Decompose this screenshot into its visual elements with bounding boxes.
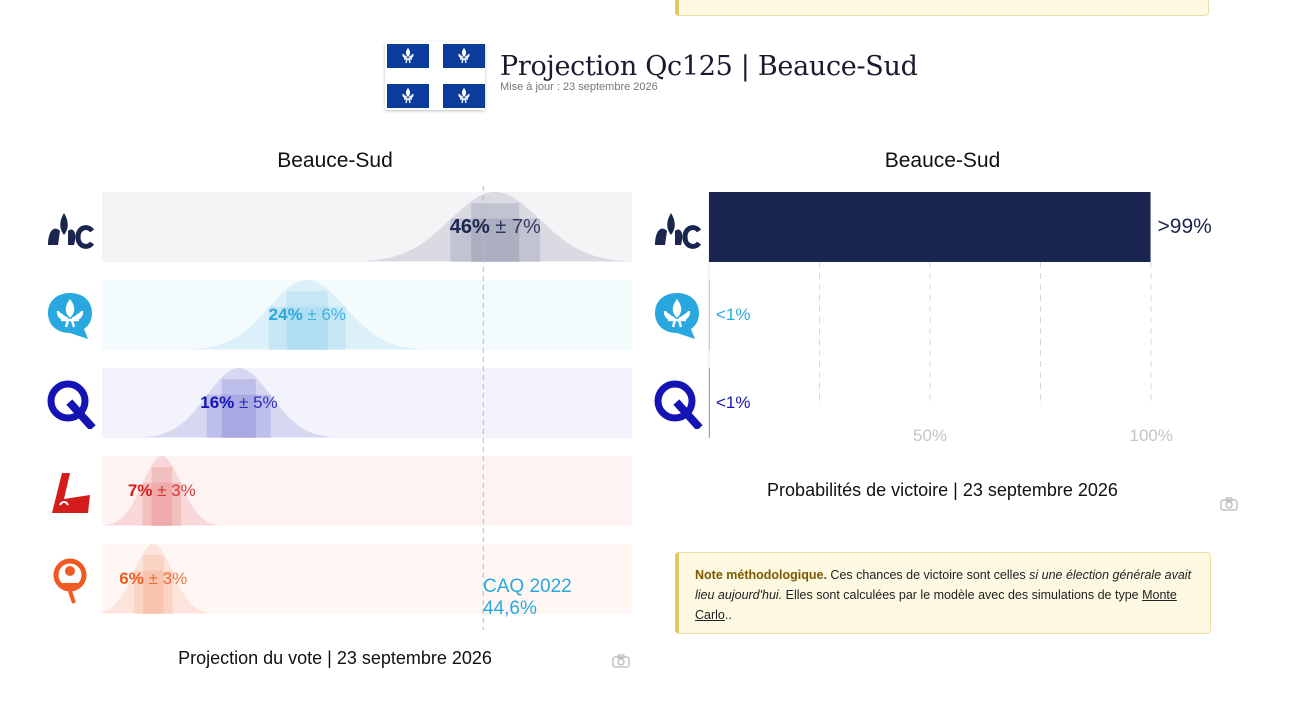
vote-core-plq [151,467,173,526]
quebec-flag-icon [385,42,485,110]
vote-row-band-qs [102,544,632,614]
vote-interval-plq [142,482,182,526]
prob-value-label-pcq: <1% [716,393,751,412]
prob-chart-title: Beauce-Sud [884,149,1001,172]
page-title: Projection Qc125 | Beauce-Sud [500,51,918,82]
vote-interval-pq [268,306,346,350]
pq-logo-icon [44,289,96,341]
prob-tick-label: 50% [913,426,948,445]
plq-logo-icon [44,465,96,517]
vote-distribution-caq [360,192,630,262]
vote-value-label-caq: 46% ± 7% [449,216,541,238]
vote-distribution-pq [191,280,423,350]
prob-value-label-pq: <1% [716,305,751,324]
camera-icon[interactable] [612,654,630,668]
vote-row-band-plq [102,456,632,526]
prob-tick-label: 100% [1129,426,1173,445]
vote-interval-pcq [206,394,271,438]
vote-value-label-pq: 24% ± 6% [268,305,347,324]
vote-row-band-pcq [102,368,632,438]
vote-interval-caq [450,218,541,262]
vote-value-label-qs: 6% ± 3% [119,569,188,588]
last-updated: Mise à jour : 23 septembre 2026 [500,81,658,93]
vote-distribution-pcq [142,368,335,438]
vote-interval-qs [134,570,173,614]
note-text-2: Elles sont calculées par le modèle avec … [782,588,1143,602]
pcq-logo-icon [651,377,703,431]
prob-bar-caq [709,192,1151,262]
caq-logo-icon [651,201,703,253]
note-italic: si une élection générale avait lieu aujo… [695,568,1192,602]
reference-label: CAQ 2022 44,6% [483,576,572,620]
vote-core-pq [286,291,328,350]
reference-label-name: CAQ 2022 [483,576,572,597]
vote-core-pcq [221,379,256,438]
prob-chart-caption: Probabilités de victoire | 23 septembre … [767,480,1118,500]
page-header: Projection Qc125 | Beauce-Sud Mise à jou… [385,42,918,112]
pq-logo-icon [651,289,703,341]
vote-chart-title: Beauce-Sud [277,149,393,172]
qs-logo-icon [44,553,96,605]
prob-value-label-caq: >99% [1157,215,1212,238]
vote-chart-caption: Projection du vote | 23 septembre 2026 [178,648,492,668]
vote-value-label-pcq: 16% ± 5% [200,393,278,412]
note-text-3: .. [724,608,732,622]
pcq-logo-icon [44,377,96,431]
vote-distribution-plq [104,456,220,526]
note-heading: Note méthodologique. [695,568,827,582]
vote-core-caq [471,203,520,262]
caq-logo-icon [44,201,96,253]
camera-icon-2[interactable] [1220,497,1238,511]
note-text-1: Ces chances de victoire sont celles [826,568,1030,582]
methodology-note: Note méthodologique. Ces chances de vict… [675,552,1211,634]
vote-value-label-plq: 7% ± 3% [127,481,196,500]
vote-row-band-pq [102,280,632,350]
reference-label-value: 44,6% [483,598,537,619]
vote-core-qs [143,555,164,614]
monte-carlo-link[interactable]: Monte Carlo [695,588,1177,622]
vote-row-band-caq [102,192,632,262]
vote-distribution-qs [102,544,211,614]
previous-note-box [675,0,1209,16]
